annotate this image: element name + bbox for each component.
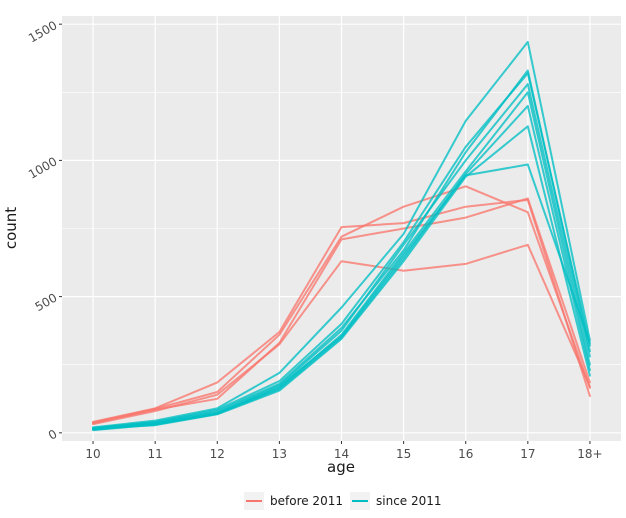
x-tick-label: 13 [272,447,287,461]
x-tick-label: 12 [210,447,225,461]
y-axis: 0 500 1000 1500 [26,18,62,443]
y-tick-label: 0 [46,427,60,443]
series-line-5 [92,40,591,429]
series-line-2 [92,185,591,424]
legend: before 2011 since 2011 [244,492,442,510]
x-tick-label: 15 [396,447,411,461]
x-tick-label: 14 [334,447,349,461]
x-axis-title: age [327,458,355,476]
y-tick-label: 500 [33,291,60,315]
x-tick-label: 18+ [577,447,602,461]
x-tick-label: 10 [85,447,100,461]
y-tick-label: 1000 [26,154,59,181]
series-lines [92,40,591,432]
series-line-1 [92,198,591,423]
x-tick-label: 17 [520,447,535,461]
major-gridlines [62,16,621,441]
series-line-4 [92,243,591,426]
y-axis-title: count [2,207,20,249]
legend-label: before 2011 [270,494,343,508]
x-tick-label: 16 [458,447,473,461]
x-tick-label: 11 [148,447,163,461]
legend-label: since 2011 [376,494,442,508]
y-tick-label: 1500 [26,18,59,45]
x-axis: 10 11 12 13 14 15 16 17 18+ [85,441,603,461]
series-line-12 [92,163,591,431]
